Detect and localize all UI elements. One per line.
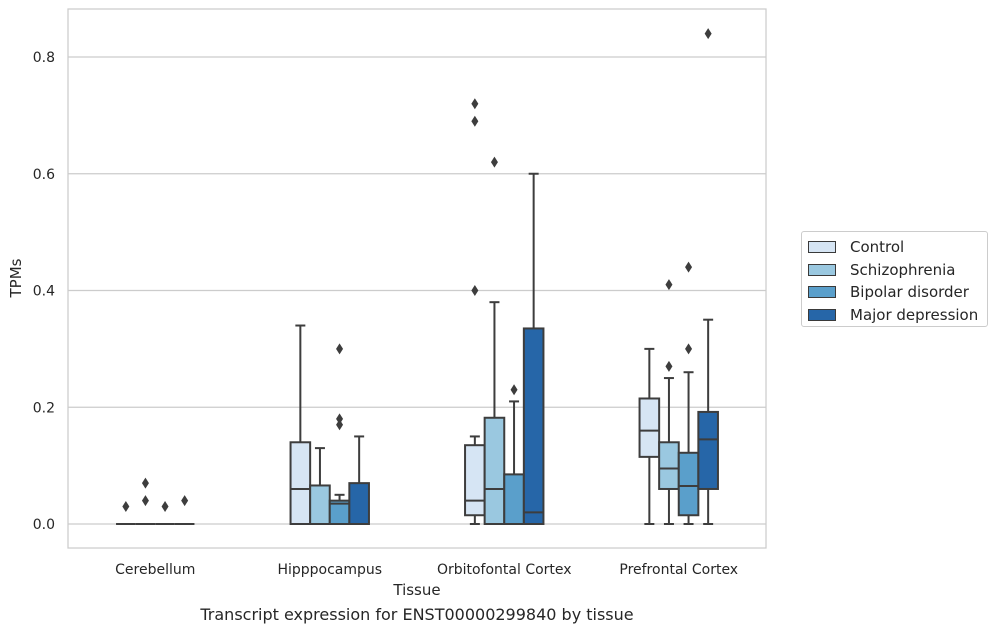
x-axis-label: Tissue: [392, 581, 440, 599]
y-tick-labels: 0.0 0.2 0.4 0.6 0.8: [33, 50, 55, 533]
box-bipolar-disorder: [155, 500, 175, 525]
iqr-box: [697, 410, 719, 490]
box-bipolar-disorder: [503, 384, 525, 526]
outlier-marker: [471, 98, 479, 110]
legend-label: Bipolar disorder: [850, 283, 969, 302]
x-tick-label: Orbitofontal Cortex: [437, 562, 572, 578]
box-major-depression: [522, 172, 545, 525]
legend-swatch: [808, 263, 836, 276]
box-bipolar-disorder: [677, 261, 700, 525]
iqr-box: [677, 451, 700, 517]
legend-item: Major depression: [808, 304, 987, 327]
iqr-box: [658, 441, 680, 490]
outlier-marker: [665, 279, 673, 291]
outlier-marker: [685, 343, 693, 355]
y-tick-label: 0.8: [33, 50, 55, 66]
outlier-marker: [490, 156, 498, 168]
legend-item: Schizophrenia: [808, 259, 987, 282]
legend-label: Major depression: [850, 305, 979, 324]
outlier-marker: [141, 477, 149, 489]
outlier-marker: [336, 343, 344, 355]
box-major-depression: [348, 435, 370, 526]
legend-label: Control: [850, 238, 905, 257]
outlier-marker: [510, 384, 518, 396]
legend-item: Control: [808, 236, 987, 259]
outlier-marker: [181, 495, 189, 507]
outlier-marker: [161, 500, 169, 512]
legend: Control Schizophrenia Bipolar disorder Majo…: [801, 231, 988, 327]
outlier-marker: [704, 28, 712, 40]
x-tick-label: Hipppocampus: [277, 562, 382, 578]
boxes-layer: [116, 28, 719, 526]
outlier-marker: [336, 419, 344, 431]
legend-label: Schizophrenia: [850, 260, 956, 279]
box-schizophrenia: [135, 477, 156, 525]
outlier-marker: [122, 500, 130, 512]
box-schizophrenia: [658, 279, 680, 525]
legend-swatch: [808, 308, 836, 321]
y-tick-label: 0.2: [33, 400, 55, 416]
outlier-marker: [141, 495, 149, 507]
iqr-box: [522, 327, 545, 525]
outlier-marker: [336, 413, 344, 425]
box-major-depression: [174, 495, 195, 525]
outlier-marker: [471, 115, 479, 127]
x-tick-labels: Cerebellum Hipppocampus Orbitofontal Corte…: [115, 562, 738, 578]
outlier-marker: [665, 360, 673, 372]
iqr-box: [348, 482, 370, 526]
iqr-box: [638, 397, 661, 458]
box-control: [638, 347, 661, 525]
legend-swatch: [808, 286, 836, 299]
iqr-box: [289, 441, 312, 525]
box-control: [116, 500, 136, 525]
chart-caption: Transcript expression for ENST0000029984…: [200, 605, 634, 624]
outlier-marker: [685, 261, 693, 273]
outlier-marker: [471, 285, 479, 296]
x-tick-label: Prefrontal Cortex: [619, 562, 738, 578]
box-bipolar-disorder: [328, 343, 351, 525]
box-schizophrenia: [309, 447, 331, 526]
plot-frame: [67, 8, 767, 549]
x-tick-label: Cerebellum: [115, 562, 195, 578]
y-tick-label: 0.6: [33, 167, 55, 183]
box-schizophrenia: [483, 156, 506, 526]
iqr-box: [309, 484, 331, 526]
y-tick-label: 0.0: [33, 517, 55, 533]
legend-swatch: [808, 241, 836, 254]
iqr-box: [464, 444, 486, 517]
y-tick-label: 0.4: [33, 284, 55, 300]
box-major-depression: [697, 28, 719, 525]
y-axis-label: TPMs: [7, 258, 25, 298]
box-control: [464, 98, 486, 525]
legend-item: Bipolar disorder: [808, 281, 987, 304]
iqr-box: [503, 473, 525, 526]
box-control: [289, 324, 312, 525]
iqr-box: [483, 416, 506, 526]
